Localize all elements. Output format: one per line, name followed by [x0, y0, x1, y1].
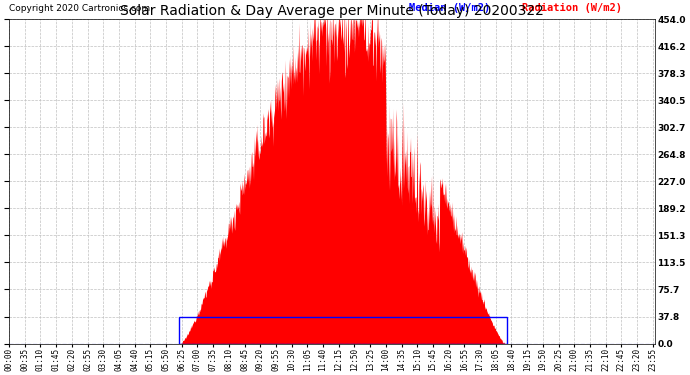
Title: Solar Radiation & Day Average per Minute (Today) 20200322: Solar Radiation & Day Average per Minute…: [120, 4, 544, 18]
Text: Copyright 2020 Cartronics.com: Copyright 2020 Cartronics.com: [9, 4, 150, 13]
Bar: [179, 316, 507, 344]
Text: Radiation (W/m2): Radiation (W/m2): [522, 3, 622, 13]
Text: Median (W/m2): Median (W/m2): [409, 3, 497, 13]
